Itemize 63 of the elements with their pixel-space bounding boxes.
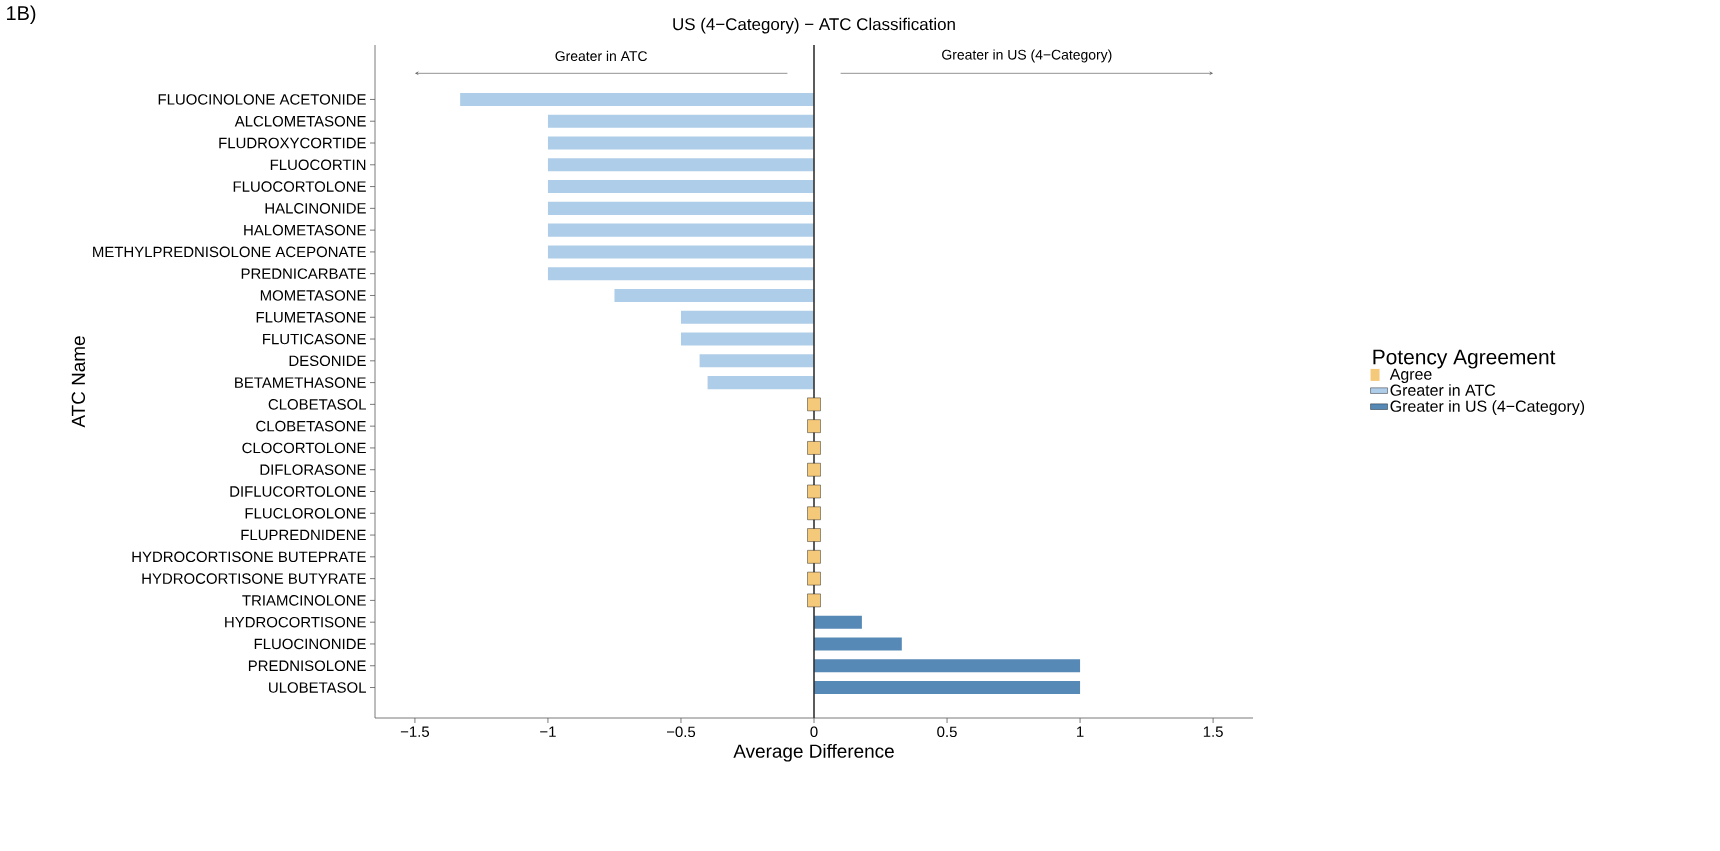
- y-tick-label: DESONIDE: [289, 355, 366, 367]
- y-tick-label: FLUOCORTIN: [270, 159, 366, 171]
- y-tick-label: HYDROCORTISONE BUTEPRATE: [132, 551, 366, 563]
- y-tick-label: ALCLOMETASONE: [234, 115, 366, 127]
- y-tick-label: TRIAMCINOLONE: [242, 595, 366, 606]
- bar: [460, 92, 814, 106]
- bar: [699, 354, 814, 368]
- y-tick-label: HYDROCORTISONE BUTYRATE: [142, 573, 366, 584]
- y-tick-label: HALCINONIDE: [265, 203, 366, 214]
- y-axis-title: ATC Name: [71, 336, 86, 428]
- y-tick-label: CLOCORTOLONE: [242, 442, 366, 454]
- x-tick-label: −1.5: [400, 726, 430, 737]
- legend-label: Greater in ATC: [1390, 384, 1496, 396]
- x-tick-label: 0.5: [937, 726, 957, 738]
- bar: [814, 680, 1081, 695]
- y-tick-label: FLUDROXYCORTIDE: [219, 137, 366, 149]
- y-tick-label: DIFLORASONE: [260, 464, 366, 475]
- y-tick-label: FLUPREDNIDENE: [241, 529, 366, 541]
- text: Greater in US (4−Category): [942, 49, 1112, 63]
- x-tick-label: 1: [1077, 726, 1084, 737]
- y-tick-label: CLOBETASONE: [256, 420, 366, 432]
- bar: [547, 245, 814, 259]
- bar: [547, 180, 814, 194]
- legend-label: Greater in US (4−Category): [1390, 400, 1585, 416]
- legend-title: Potency Agreement: [1373, 349, 1556, 369]
- chart-title: US (4−Category) − ATC Classification: [673, 17, 955, 34]
- bar: [814, 659, 1081, 673]
- bar: [814, 637, 902, 651]
- y-tick-label: FLUOCORTOLONE: [233, 181, 366, 192]
- bar: [547, 201, 814, 215]
- bar: [680, 332, 814, 346]
- text: Greater in ATC: [555, 50, 648, 62]
- bar: [547, 136, 814, 150]
- bar: [547, 114, 814, 128]
- x-axis-title: Average Difference: [733, 743, 894, 762]
- x-tick-label: 1.5: [1203, 726, 1223, 737]
- bar: [680, 310, 814, 324]
- y-tick-label: MOMETASONE: [260, 290, 366, 301]
- y-tick-label: FLUTICASONE: [263, 333, 366, 345]
- x-tick-label: −1: [540, 726, 556, 737]
- y-tick-label: FLUOCINOLONE ACETONIDE: [158, 94, 366, 105]
- y-tick-label: FLUCLOROLONE: [245, 507, 366, 519]
- y-tick-label: DIFLUCORTOLONE: [230, 486, 366, 497]
- y-tick-label: FLUMETASONE: [256, 311, 366, 323]
- bar: [547, 223, 814, 237]
- bar: [707, 376, 814, 390]
- y-tick-label: HALOMETASONE: [244, 224, 366, 236]
- bar: [814, 615, 862, 629]
- bar: [614, 288, 814, 303]
- y-tick-label: HYDROCORTISONE: [225, 616, 366, 628]
- bar: [547, 267, 814, 281]
- legend-label: Agree: [1389, 368, 1432, 383]
- y-tick-label: BETAMETHASONE: [235, 377, 366, 388]
- y-tick-label: FLUOCINONIDE: [254, 638, 366, 650]
- y-tick-label: CLOBETASOL: [268, 399, 366, 410]
- bar: [547, 158, 814, 172]
- text: 1B): [7, 5, 36, 25]
- x-tick-label: −0.5: [666, 726, 696, 738]
- y-tick-label: METHYLPREDNISOLONE ACEPONATE: [93, 246, 366, 258]
- y-tick-label: ULOBETASOL: [269, 682, 366, 693]
- y-tick-label: PREDNISOLONE: [248, 660, 366, 672]
- x-tick-label: 0: [810, 726, 818, 738]
- y-tick-label: PREDNICARBATE: [241, 268, 366, 279]
